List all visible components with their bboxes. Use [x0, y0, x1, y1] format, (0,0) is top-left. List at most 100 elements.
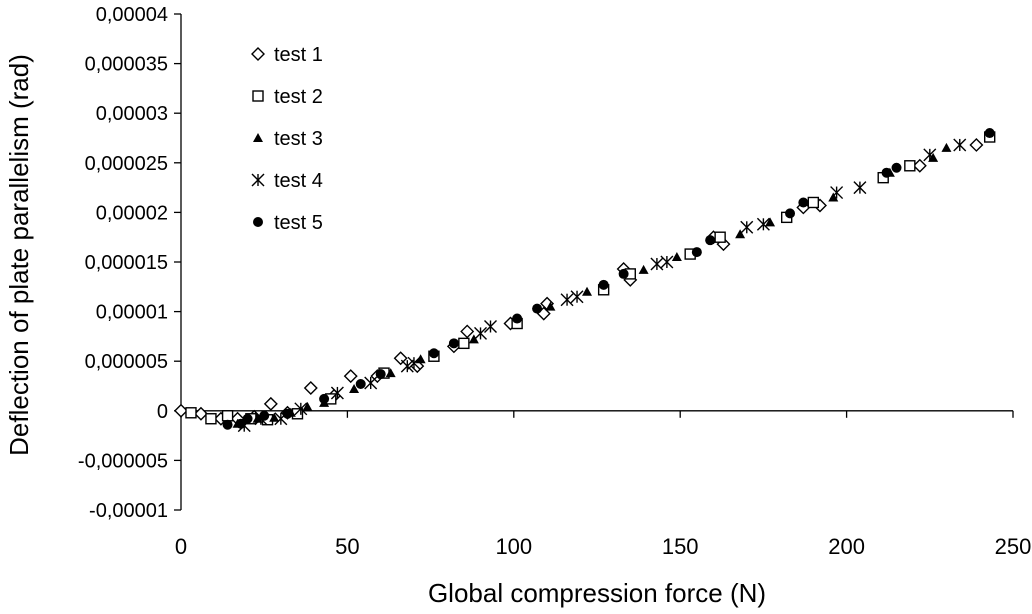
data-point [263, 396, 278, 411]
data-point [448, 338, 459, 349]
data-point [193, 406, 208, 421]
data-point [560, 293, 574, 307]
data-point [828, 192, 839, 202]
legend-label: test 2 [274, 86, 323, 108]
data-point [302, 401, 313, 411]
data-point [468, 334, 479, 344]
data-point [282, 408, 293, 419]
data-point [400, 359, 414, 373]
data-point [912, 158, 927, 173]
data-point [364, 376, 378, 390]
x-tick-label: 250 [995, 534, 1032, 559]
x-axis-label: Global compression force (N) [428, 578, 766, 608]
series-3 [232, 142, 952, 428]
data-point [512, 313, 523, 324]
data-point [242, 413, 253, 424]
data-point [765, 217, 776, 227]
data-point [415, 354, 426, 364]
data-point [714, 231, 726, 243]
data-point [570, 290, 584, 304]
legend-marker [251, 47, 265, 61]
y-tick-label: 0,00002 [96, 202, 168, 224]
data-point [174, 403, 188, 418]
data-point [355, 379, 366, 390]
data-point [969, 137, 984, 152]
data-point [740, 220, 754, 234]
legend-marker [252, 90, 264, 102]
data-point [375, 369, 386, 380]
data-point [221, 410, 234, 422]
data-point [205, 413, 217, 425]
legend-label: test 3 [274, 128, 323, 150]
y-tick-label: 0,000025 [85, 153, 168, 175]
x-tick-label: 100 [495, 534, 532, 559]
y-tick-label: 0,00003 [96, 103, 168, 125]
data-point [259, 410, 270, 421]
data-point [671, 252, 682, 262]
data-point [484, 319, 497, 333]
data-point [618, 268, 629, 279]
y-axis-label: Deflection of plate parallelism (rad) [4, 54, 34, 456]
y-axis-ticks: -0,00001 -0,000005 0 0,000005 0,00001 0,00001… [78, 4, 181, 522]
data-point [598, 279, 609, 290]
y-tick-label: 0,000035 [85, 54, 168, 76]
y-tick-label: 0 [157, 401, 168, 423]
legend-label: test 4 [274, 170, 323, 192]
data-point [545, 301, 556, 311]
data-point [428, 348, 439, 359]
data-point [830, 186, 844, 200]
data-point [474, 326, 488, 340]
data-point [756, 217, 770, 231]
data-point [349, 383, 360, 393]
data-point [798, 197, 809, 208]
data-point [660, 255, 674, 269]
data-point [532, 303, 543, 314]
data-point [984, 128, 995, 139]
x-tick-label: 50 [335, 534, 359, 559]
legend-marker [251, 173, 265, 187]
data-point [691, 247, 702, 258]
data-point [582, 286, 593, 296]
data-point [853, 181, 867, 195]
data-point [269, 412, 280, 422]
data-point [294, 402, 308, 416]
data-point [385, 368, 396, 378]
data-point [807, 196, 820, 209]
data-point [222, 419, 233, 430]
y-tick-label: 0,000015 [85, 252, 168, 274]
legend-marker [253, 133, 263, 142]
y-tick-label: 0,00004 [96, 4, 168, 26]
x-axis-ticks: 0 50 100 150 200 250 [175, 410, 1032, 559]
data-point [303, 380, 318, 395]
data-point [330, 386, 344, 400]
data-point [904, 160, 916, 172]
x-tick-label: 200 [828, 534, 865, 559]
data-point [941, 142, 952, 152]
data-point [923, 148, 937, 162]
x-tick-label: 0 [175, 534, 187, 559]
legend-marker [253, 217, 263, 227]
x-tick-label: 150 [662, 534, 699, 559]
data-point [881, 167, 892, 178]
y-tick-label: -0,00001 [89, 500, 168, 522]
legend-label: test 5 [274, 212, 323, 234]
data-point [785, 208, 796, 219]
data-point [460, 324, 475, 339]
data-point [891, 162, 902, 173]
data-point [638, 264, 649, 274]
series-5 [222, 128, 995, 430]
data-point [319, 393, 330, 404]
legend-label: test 1 [274, 44, 323, 66]
y-tick-label: -0,000005 [78, 450, 168, 472]
data-point [458, 337, 470, 350]
data-markers [174, 128, 996, 433]
legend: test 1 test 2 test 3 test 4 test 5 [251, 44, 323, 234]
data-point [705, 235, 716, 246]
data-point [185, 407, 197, 419]
data-point [343, 369, 358, 384]
data-point [735, 229, 746, 239]
data-point [407, 356, 421, 370]
data-point [393, 351, 408, 366]
y-tick-label: 0,00001 [96, 302, 168, 324]
